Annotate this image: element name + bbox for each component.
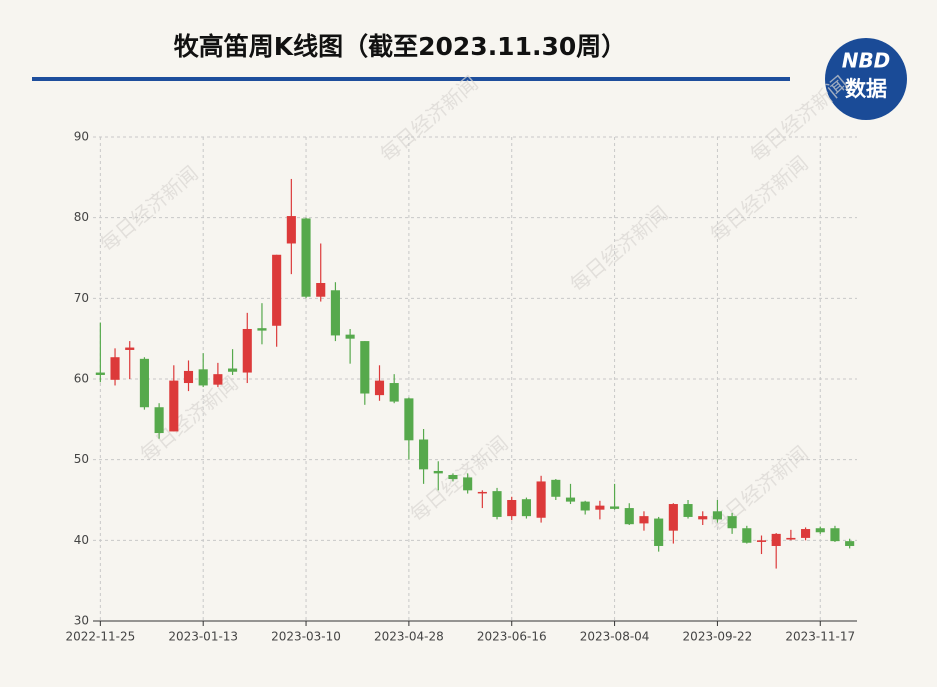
y-tick-label: 40 bbox=[74, 533, 89, 547]
candle-body bbox=[610, 506, 620, 509]
candle-body bbox=[448, 474, 458, 480]
candle-body bbox=[477, 491, 487, 494]
candle-body bbox=[139, 358, 149, 408]
candle-body bbox=[668, 504, 678, 531]
candle-body bbox=[125, 347, 135, 350]
x-tick-label: 2023-04-28 bbox=[374, 630, 444, 644]
title-rule bbox=[32, 77, 790, 81]
candle-body bbox=[654, 518, 664, 546]
candle-body bbox=[95, 372, 105, 375]
x-tick-label: 2023-06-16 bbox=[477, 630, 547, 644]
candle-body bbox=[536, 481, 546, 518]
x-tick-label: 2022-11-25 bbox=[65, 630, 135, 644]
x-tick-label: 2023-08-04 bbox=[580, 630, 650, 644]
candle-body bbox=[786, 537, 796, 540]
candle-body bbox=[110, 357, 120, 380]
candle-body bbox=[683, 504, 693, 517]
candle-body bbox=[419, 439, 429, 470]
x-tick-label: 2023-11-17 bbox=[785, 630, 855, 644]
x-tick-label: 2023-03-10 bbox=[271, 630, 341, 644]
x-tick-label: 2023-01-13 bbox=[168, 630, 238, 644]
candle-body bbox=[345, 334, 355, 339]
candle-body bbox=[756, 540, 767, 542]
y-tick-label: 50 bbox=[74, 452, 89, 466]
logo-badge bbox=[825, 38, 907, 120]
candle-body bbox=[712, 511, 722, 520]
y-tick-label: 90 bbox=[74, 130, 89, 144]
candle-body bbox=[801, 529, 811, 538]
candle-body bbox=[183, 370, 194, 384]
plot-area: 30 40 50 60 70 80 90 2022-11-25 2023-01-13 2023-0… bbox=[65, 130, 857, 644]
candle-body bbox=[551, 479, 561, 497]
candle-body bbox=[565, 497, 576, 502]
y-tick-label: 30 bbox=[74, 614, 89, 628]
chart-title: 牧高笛周K线图（截至2023.11.30周） bbox=[174, 32, 627, 61]
candle-body bbox=[595, 505, 605, 510]
candle-body bbox=[257, 328, 267, 331]
y-tick-label: 60 bbox=[74, 372, 89, 386]
candle-body bbox=[389, 383, 399, 402]
candle-body bbox=[242, 328, 252, 373]
candle-body bbox=[492, 491, 502, 517]
candle-body bbox=[213, 374, 223, 385]
candle-body bbox=[727, 516, 737, 529]
candle-body bbox=[272, 254, 282, 326]
y-tick-label: 70 bbox=[74, 291, 89, 305]
candle-body bbox=[433, 470, 443, 474]
candle-body bbox=[154, 407, 164, 434]
logo-brand: NBD bbox=[842, 49, 891, 73]
x-tick-label: 2023-09-22 bbox=[683, 630, 753, 644]
y-tick-label: 80 bbox=[74, 210, 89, 224]
candle-body bbox=[742, 528, 752, 543]
candle-body bbox=[639, 516, 649, 524]
candle-body bbox=[228, 368, 238, 372]
candle-body bbox=[521, 499, 531, 517]
candle-body bbox=[507, 500, 517, 517]
candle-body bbox=[463, 477, 473, 491]
candle-body bbox=[169, 380, 179, 432]
candle-body bbox=[698, 516, 708, 520]
candle-body bbox=[301, 218, 311, 297]
candle-body bbox=[316, 283, 326, 297]
logo-label: 数据 bbox=[845, 77, 887, 101]
candle-body bbox=[330, 290, 340, 336]
candle-body bbox=[198, 369, 208, 386]
candle-body bbox=[815, 528, 825, 533]
candle-body bbox=[360, 341, 370, 394]
candle-body bbox=[771, 533, 781, 546]
candle-body bbox=[404, 398, 414, 441]
candle-body bbox=[830, 528, 840, 542]
candle-body bbox=[580, 501, 590, 511]
candle-body bbox=[374, 380, 385, 396]
candle-body bbox=[845, 541, 855, 546]
candle-body bbox=[624, 508, 634, 525]
candle-body bbox=[286, 216, 296, 244]
